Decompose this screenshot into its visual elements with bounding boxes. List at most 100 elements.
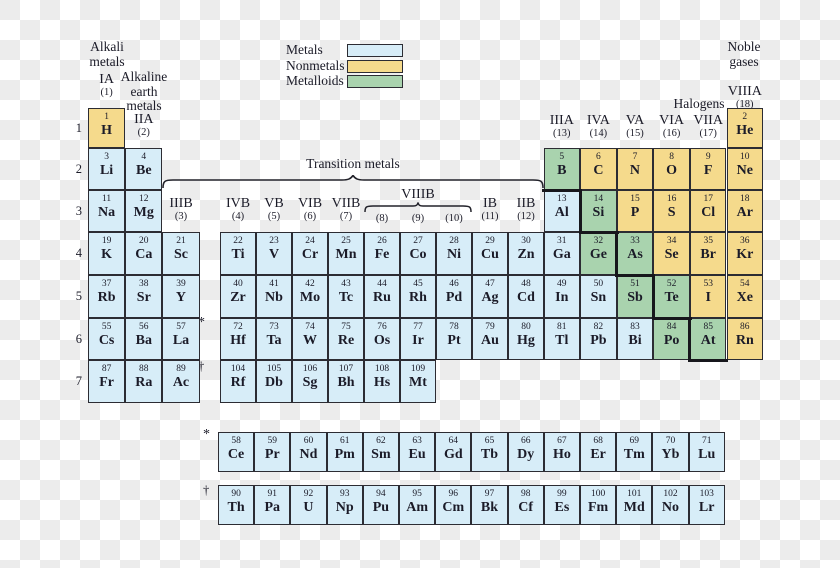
group-header-IIA: IIA (2) xyxy=(122,112,166,139)
atomic-number: 85 xyxy=(703,322,713,332)
group-header-label: IA xyxy=(99,72,114,87)
atomic-number: 97 xyxy=(484,489,495,499)
atomic-number: 45 xyxy=(413,279,423,289)
staircase-under-B xyxy=(542,188,582,192)
element-symbol: Sg xyxy=(302,375,318,390)
group-header-number: (2) xyxy=(137,127,150,138)
element-cell-Kr: 36 Kr xyxy=(726,232,764,275)
element-symbol: Bi xyxy=(628,333,642,348)
group-header-VIIIB: VIIIB xyxy=(396,187,440,202)
element-cell-Ni: 28 Ni xyxy=(436,232,472,275)
element-cell-No: 102 No xyxy=(652,485,689,525)
element-symbol: Cf xyxy=(518,500,534,515)
atomic-number: 57 xyxy=(176,322,186,332)
element-symbol: Md xyxy=(623,500,645,515)
element-symbol: Pd xyxy=(445,290,463,305)
element-cell-Y: 39 Y xyxy=(162,275,200,318)
group-header-number: (18) xyxy=(736,99,754,110)
atomic-number: 9 xyxy=(705,152,711,162)
element-cell-Mg: 12 Mg xyxy=(125,190,163,232)
element-symbol: Br xyxy=(700,247,716,262)
group-header-label: VB xyxy=(264,196,284,211)
element-symbol: Es xyxy=(554,500,570,515)
atomic-number: 26 xyxy=(377,236,387,246)
element-symbol: Ir xyxy=(412,333,424,348)
atomic-number: 62 xyxy=(376,436,386,446)
element-symbol: Nb xyxy=(265,290,283,305)
atomic-number: 35 xyxy=(703,236,713,246)
element-symbol: Cl xyxy=(701,205,716,220)
atomic-number: 95 xyxy=(412,489,422,499)
element-cell-V: 23 V xyxy=(256,232,292,275)
atomic-number: 28 xyxy=(449,236,459,246)
element-cell-Zr: 40 Zr xyxy=(220,275,256,318)
atomic-number: 10 xyxy=(740,152,750,162)
staircase-left-of-Si xyxy=(578,188,582,234)
group-header-IB: IB (11) xyxy=(468,196,512,223)
element-symbol: Ag xyxy=(481,290,499,305)
element-cell-Ga: 31 Ga xyxy=(543,232,581,275)
atomic-number: 19 xyxy=(101,236,112,246)
group-header-IVA: IVA (14) xyxy=(576,113,620,140)
element-cell-Sg: 106 Sg xyxy=(292,360,328,403)
atomic-number: 1 xyxy=(104,112,109,122)
alkali-metals-label: Alkali metals xyxy=(78,39,136,69)
group-header-VIIIA: VIIIA (18) xyxy=(723,84,767,111)
element-cell-La: 57 La xyxy=(162,318,200,360)
element-cell-Cd: 48 Cd xyxy=(508,275,544,318)
atomic-number: 77 xyxy=(413,322,423,332)
atomic-number: 92 xyxy=(303,489,314,499)
element-cell-Sm: 62 Sm xyxy=(362,432,399,472)
atomic-number: 98 xyxy=(520,489,531,499)
group-header-number: (6) xyxy=(303,211,317,222)
element-symbol: Fe xyxy=(374,247,390,262)
element-symbol: Mt xyxy=(409,375,427,390)
element-symbol: Sb xyxy=(627,290,643,305)
group-header-label: IVA xyxy=(586,113,610,128)
element-symbol: Os xyxy=(373,333,391,348)
element-symbol: H xyxy=(101,123,113,138)
alkaline-earth-line2: earth xyxy=(130,83,158,99)
element-symbol: Rn xyxy=(735,333,754,348)
element-cell-Li: 3 Li xyxy=(88,148,126,190)
element-symbol: Pa xyxy=(264,500,281,515)
atomic-number: 70 xyxy=(665,436,676,446)
element-cell-Bh: 107 Bh xyxy=(328,360,364,403)
atomic-number: 13 xyxy=(557,194,567,204)
element-symbol: Xe xyxy=(736,290,753,305)
element-symbol: Ar xyxy=(736,205,753,220)
element-cell-Np: 93 Np xyxy=(326,485,363,525)
group-header-IIB: IIB (12) xyxy=(504,196,548,223)
element-cell-Cf: 98 Cf xyxy=(507,485,544,525)
viiib-brace xyxy=(364,202,472,212)
element-symbol: Co xyxy=(409,247,427,262)
element-symbol: Tb xyxy=(480,447,499,462)
element-symbol: Na xyxy=(98,205,116,220)
element-cell-Es: 99 Es xyxy=(543,485,580,525)
atomic-number: 48 xyxy=(521,279,531,289)
atomic-number: 72 xyxy=(233,322,243,332)
element-cell-Bk: 97 Bk xyxy=(471,485,508,525)
element-symbol: V xyxy=(268,247,280,262)
atomic-number: 96 xyxy=(448,489,459,499)
element-cell-Ge: 32 Ge xyxy=(580,232,617,275)
element-symbol: Zn xyxy=(517,247,535,262)
atomic-number: 99 xyxy=(557,489,567,499)
element-cell-Ta: 73 Ta xyxy=(256,318,292,360)
group-header-number: (12) xyxy=(517,211,535,222)
atomic-number: 31 xyxy=(557,236,567,246)
atomic-number: 2 xyxy=(742,112,748,122)
atomic-number: 73 xyxy=(269,322,279,332)
atomic-number: 56 xyxy=(139,322,149,332)
atomic-number: 86 xyxy=(740,322,750,332)
element-symbol: Li xyxy=(99,163,114,178)
element-cell-Po: 84 Po xyxy=(653,318,690,360)
element-symbol: K xyxy=(101,247,113,262)
element-symbol: B xyxy=(557,163,567,178)
atomic-number: 41 xyxy=(269,279,279,289)
atomic-number: 18 xyxy=(740,194,750,204)
element-symbol: Fr xyxy=(99,375,114,390)
element-symbol: Cd xyxy=(517,290,535,305)
atomic-number: 15 xyxy=(630,194,640,204)
